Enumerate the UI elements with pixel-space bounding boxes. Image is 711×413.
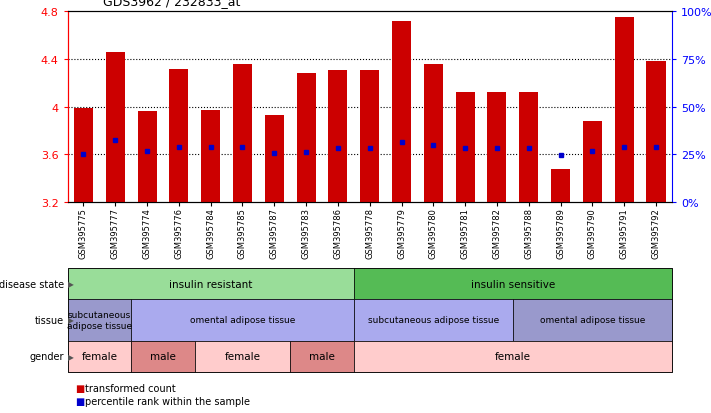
Text: ▶: ▶: [68, 352, 74, 361]
Bar: [201, 111, 220, 202]
Text: ▶: ▶: [68, 280, 74, 288]
Text: percentile rank within the sample: percentile rank within the sample: [85, 396, 250, 406]
Bar: [519, 93, 538, 202]
Text: ▶: ▶: [68, 316, 74, 325]
Text: disease state: disease state: [0, 279, 64, 289]
Text: omental adipose tissue: omental adipose tissue: [540, 316, 645, 325]
Bar: [233, 64, 252, 202]
Text: female: female: [81, 351, 117, 361]
Text: gender: gender: [29, 351, 64, 361]
Text: ■: ■: [75, 383, 84, 393]
Text: female: female: [495, 351, 531, 361]
Bar: [137, 112, 156, 202]
Bar: [456, 93, 475, 202]
Bar: [264, 116, 284, 202]
Text: subcutaneous
adipose tissue: subcutaneous adipose tissue: [67, 311, 132, 330]
Bar: [74, 109, 93, 202]
Text: GDS3962 / 232833_at: GDS3962 / 232833_at: [103, 0, 240, 8]
Text: ■: ■: [75, 396, 84, 406]
Bar: [488, 93, 506, 202]
Text: transformed count: transformed count: [85, 383, 176, 393]
Text: female: female: [225, 351, 260, 361]
Text: insulin sensitive: insulin sensitive: [471, 279, 555, 289]
Bar: [360, 71, 379, 202]
Bar: [392, 22, 411, 202]
Text: tissue: tissue: [35, 315, 64, 325]
Text: male: male: [309, 351, 335, 361]
Text: subcutaneous adipose tissue: subcutaneous adipose tissue: [368, 316, 499, 325]
Bar: [106, 53, 125, 202]
Bar: [169, 69, 188, 202]
Bar: [328, 71, 348, 202]
Bar: [296, 74, 316, 202]
Bar: [583, 122, 602, 202]
Text: male: male: [150, 351, 176, 361]
Bar: [551, 169, 570, 202]
Bar: [424, 64, 443, 202]
Text: omental adipose tissue: omental adipose tissue: [190, 316, 295, 325]
Bar: [614, 18, 634, 202]
Text: insulin resistant: insulin resistant: [169, 279, 252, 289]
Bar: [646, 62, 665, 202]
